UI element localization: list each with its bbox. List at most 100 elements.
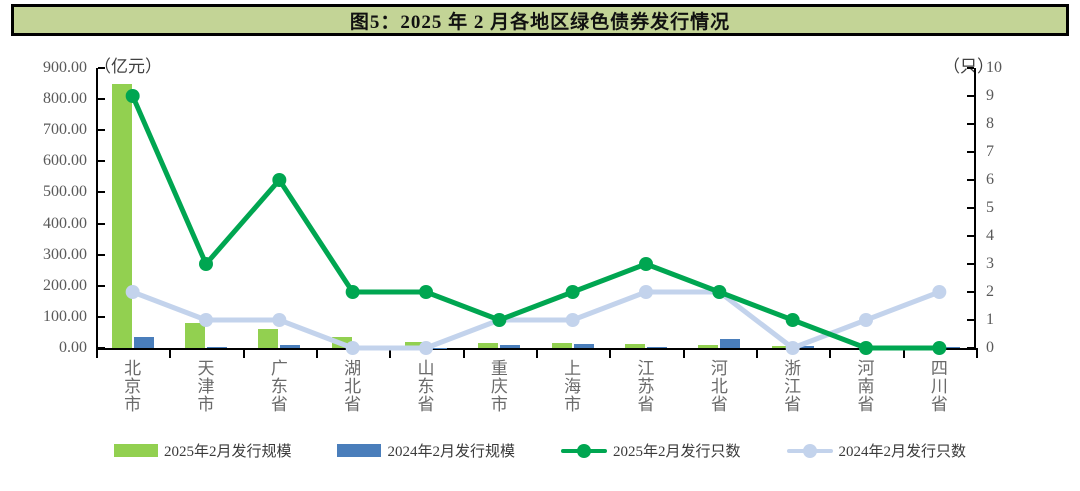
- legend-item-4[interactable]: 2024年2月发行只数: [786, 440, 967, 461]
- y2-tick-label: 5: [986, 199, 994, 216]
- y-tick-label: 500.00: [43, 183, 87, 201]
- y2-tick-mark: [967, 67, 974, 69]
- y-axis-left: [96, 68, 98, 348]
- category-label-char: 省: [344, 395, 362, 415]
- category-label-char: 市: [564, 395, 582, 415]
- bar-2025: [111, 83, 132, 348]
- y2-tick-mark: [967, 151, 974, 153]
- bar-2025: [405, 342, 425, 348]
- y-tick-mark: [98, 284, 105, 287]
- category-label-char: 江: [784, 377, 802, 397]
- x-tick-mark: [682, 350, 685, 358]
- category-label: 重庆市: [488, 359, 510, 414]
- category-label-char: 浙: [784, 359, 802, 378]
- y-tick-mark: [98, 98, 105, 101]
- y2-tick-label: 10: [986, 59, 1002, 76]
- plot-area: 900.00 800.00 700.00 600.00 500.00 400.00 300.…: [43, 59, 1002, 358]
- x-tick-mark: [462, 350, 465, 358]
- legend-label: 2025年2月发行只数: [613, 444, 741, 460]
- bar-2025: [698, 344, 719, 348]
- category-label-char: 苏: [637, 377, 655, 397]
- y-tick-mark: [98, 222, 105, 225]
- y2-tick-mark: [967, 207, 974, 209]
- line-marker: [199, 313, 213, 327]
- x-tick-mark: [316, 350, 318, 358]
- line-series-2025: [125, 89, 947, 355]
- bar-2024: [940, 347, 961, 348]
- category-label-char: 广: [270, 359, 288, 378]
- x-tick-mark: [902, 350, 905, 358]
- x-tick-mark: [756, 350, 758, 358]
- line-series-2024: [125, 285, 947, 355]
- y-tick-mark: [98, 67, 105, 69]
- legend-label: 2024年2月发行规模: [387, 444, 515, 460]
- y2-tick-label: 3: [986, 255, 994, 272]
- line-marker: [565, 313, 580, 327]
- line-marker: [125, 285, 140, 299]
- bar-2025: [478, 342, 499, 348]
- bar-2025: [185, 323, 205, 348]
- category-label-char: 省: [710, 395, 728, 415]
- legend-item-1[interactable]: 2025年2月发行规模: [113, 440, 292, 461]
- y2-tick-label: 2: [986, 283, 994, 300]
- legend-item-3[interactable]: 2025年2月发行只数: [561, 440, 741, 461]
- x-tick-mark: [536, 350, 538, 358]
- legend-line-swatch: [561, 443, 607, 459]
- x-axis: [96, 348, 978, 350]
- y2-tick-label: 4: [986, 227, 994, 244]
- line-marker: [932, 341, 947, 355]
- y2-tick-mark: [967, 319, 974, 321]
- category-label-char: 省: [637, 395, 655, 415]
- bar-2024: [280, 344, 301, 348]
- right-axis-unit-label: （只）: [943, 52, 994, 77]
- y2-tick-mark: [967, 179, 974, 181]
- line-marker: [272, 173, 287, 187]
- y-tick-mark: [98, 160, 105, 163]
- bar-2024: [133, 337, 154, 348]
- legend-label: 2025年2月发行规模: [163, 444, 292, 460]
- legend-item-2[interactable]: 2024年2月发行规模: [337, 440, 515, 461]
- category-label-char: 北: [124, 359, 142, 378]
- bar-2024: [720, 338, 741, 348]
- bar-2025: [551, 343, 572, 348]
- line-marker: [639, 257, 653, 271]
- line-series-overlay: [125, 89, 947, 355]
- bar-2025: [625, 343, 645, 348]
- category-label-char: 河: [710, 359, 728, 378]
- y-axis-right: [974, 68, 976, 348]
- x-tick-mark: [976, 350, 978, 358]
- category-label-char: 河: [857, 359, 875, 378]
- y2-tick-label: 7: [986, 143, 994, 160]
- category-label-char: 东: [270, 377, 288, 397]
- category-label: 湖北省: [342, 359, 364, 415]
- line-marker: [932, 285, 947, 299]
- line-marker: [272, 313, 287, 327]
- category-label-char: 北: [344, 377, 362, 397]
- category-label-char: 山: [417, 359, 435, 378]
- category-label: 山东省: [415, 359, 437, 415]
- y2-tick-mark: [967, 263, 974, 265]
- legend-label: 2024年2月发行只数: [838, 444, 967, 460]
- y-tick-label: 0.00: [59, 339, 87, 356]
- bar-2024: [793, 346, 814, 348]
- category-label-char: 市: [197, 395, 215, 415]
- legend-line-swatch: [786, 443, 833, 459]
- y-tick-mark: [98, 191, 105, 194]
- y2-tick-label: 8: [986, 115, 994, 132]
- category-label-char: 京: [124, 377, 142, 397]
- bar-2024: [647, 347, 667, 348]
- y2-tick-label: 9: [986, 87, 994, 104]
- category-label-char: 省: [417, 395, 435, 415]
- category-label-char: 津: [197, 377, 215, 397]
- y-tick-label: 300.00: [43, 245, 87, 263]
- y-tick-label: 700.00: [43, 121, 87, 139]
- category-label: 北京市: [122, 359, 144, 415]
- page-title: 图5：2025 年 2 月各地区绿色债券发行情况: [349, 11, 731, 33]
- y2-tick-mark: [967, 347, 974, 349]
- y2-tick-label: 0: [986, 339, 994, 356]
- bar-2024: [573, 344, 594, 348]
- category-label: 河北省: [708, 359, 730, 415]
- category-label-char: 市: [124, 395, 142, 415]
- y2-tick-mark: [967, 235, 974, 237]
